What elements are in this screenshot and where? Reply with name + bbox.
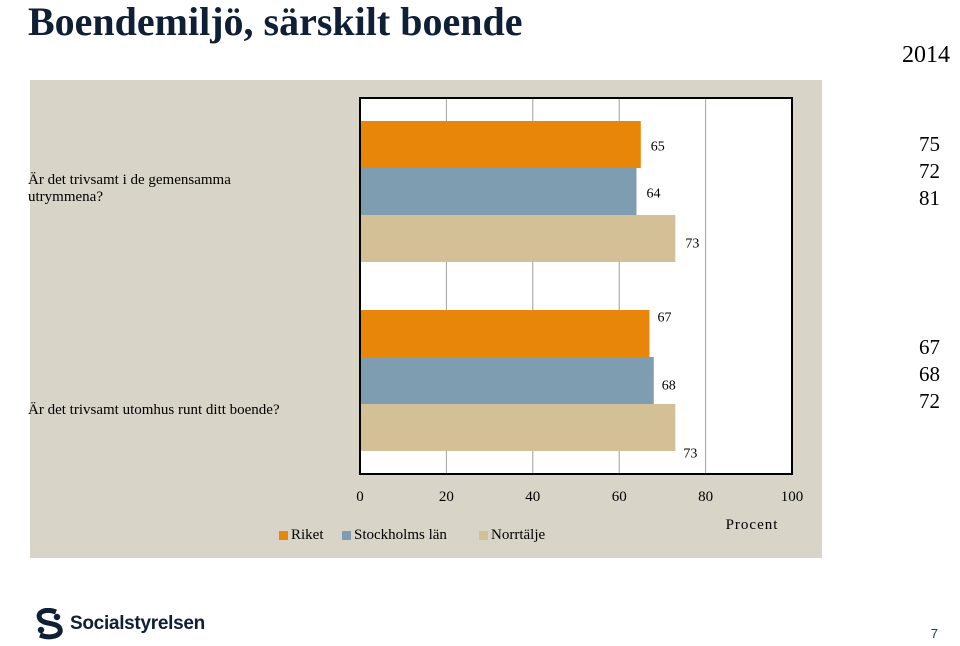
bar xyxy=(360,215,676,262)
legend-label: Norrtälje xyxy=(491,527,546,543)
side-values-1: 67 68 72 xyxy=(919,334,940,415)
side-values-0: 75 72 81 xyxy=(919,131,940,212)
year-label: 2014 xyxy=(902,42,950,68)
category-label-1: Är det trivsamt utomhus runt ditt boende… xyxy=(28,402,280,418)
data-label: 68 xyxy=(662,379,676,394)
legend-label: Stockholms län xyxy=(354,527,447,543)
x-tick-label: 20 xyxy=(439,489,454,505)
data-label: 67 xyxy=(657,311,671,326)
bar xyxy=(360,168,637,215)
category-label-0: Är det trivsamt i de gemensamma utrymmen… xyxy=(28,172,231,205)
logo-icon xyxy=(36,608,63,640)
page-title: Boendemiljö, särskilt boende xyxy=(28,0,523,44)
side-value: 68 xyxy=(919,362,940,386)
x-tick-label: 100 xyxy=(781,489,804,505)
legend-swatch xyxy=(479,531,488,540)
data-label: 73 xyxy=(683,447,697,462)
x-tick-label: 60 xyxy=(612,489,627,505)
legend-label: Riket xyxy=(291,527,324,543)
bar xyxy=(360,404,676,451)
bar xyxy=(360,121,641,168)
data-label: 65 xyxy=(651,140,665,155)
side-value: 81 xyxy=(919,186,940,210)
page-number: 7 xyxy=(930,626,938,641)
legend-swatch xyxy=(279,531,288,540)
side-value: 72 xyxy=(919,389,940,413)
x-axis-label: Procent xyxy=(726,517,779,533)
socialstyrelsen-logo: Socialstyrelsen xyxy=(32,608,205,640)
x-tick-label: 0 xyxy=(356,489,364,505)
side-value: 72 xyxy=(919,159,940,183)
side-value: 67 xyxy=(919,335,940,359)
legend-swatch xyxy=(342,531,351,540)
x-tick-label: 40 xyxy=(525,489,540,505)
legend-item-norrtalje: Norrtälje xyxy=(479,527,545,544)
bar xyxy=(360,310,650,357)
side-value: 75 xyxy=(919,132,940,156)
data-label: 64 xyxy=(646,187,660,202)
data-label: 73 xyxy=(685,237,699,252)
legend-item-stockholm: Stockholms län xyxy=(342,527,447,544)
x-tick-label: 80 xyxy=(698,489,713,505)
plot-frame xyxy=(359,97,793,475)
legend-item-riket: Riket xyxy=(279,527,324,544)
logo-text: Socialstyrelsen xyxy=(70,613,205,634)
bar xyxy=(360,357,654,404)
